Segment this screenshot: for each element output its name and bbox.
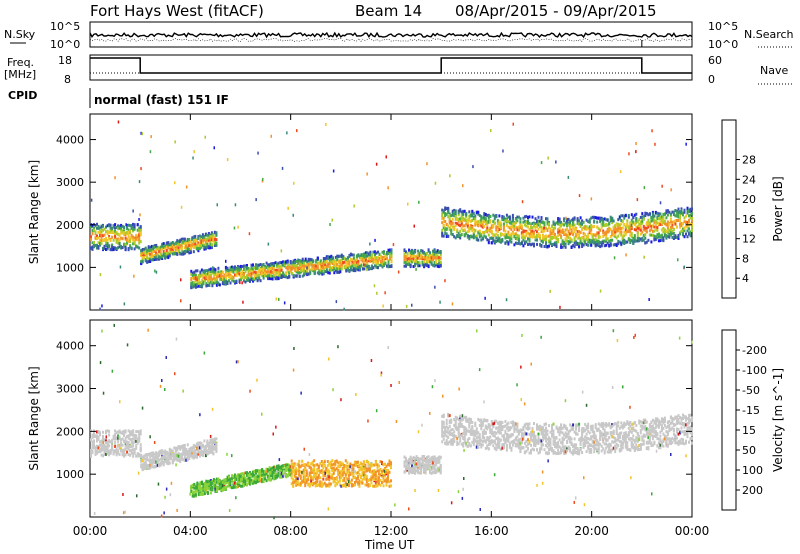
nsky-label: N.Sky xyxy=(4,28,36,41)
freq-unit-label: [MHz] xyxy=(4,68,36,81)
y-axis-title: Slant Range [km] xyxy=(27,366,41,470)
station-title: Fort Hays West (fitACF) xyxy=(90,2,264,20)
noise-panel-frame xyxy=(89,21,693,48)
plot-frame xyxy=(89,319,693,518)
noise-ytick-top: 10^5 xyxy=(50,20,80,33)
colorbar-tick-label: -50 xyxy=(742,384,760,397)
colorbar-tick-label: 200 xyxy=(742,484,763,497)
colorbar-tick-label: -100 xyxy=(742,364,767,377)
colorbar-tick-label: 24 xyxy=(742,173,756,186)
colorbar-tick-label: 28 xyxy=(742,154,756,167)
freq-panel-frame xyxy=(89,54,693,81)
x-tick-label: 12:00 xyxy=(374,524,409,538)
echo-pixels xyxy=(90,323,693,520)
date-range: 08/Apr/2015 - 09/Apr/2015 xyxy=(455,2,657,20)
x-axis-title: Time UT xyxy=(364,538,415,552)
noise-trace xyxy=(89,31,693,47)
colorbar-tick-label: 50 xyxy=(742,444,756,457)
velocity-colorbar: 200 100 50 15 -15 -50 -100 -200 Velocity [m s^-1… xyxy=(721,329,785,511)
x-tick-label: 04:00 xyxy=(173,524,208,538)
colorbar-title: Velocity [m s^-1] xyxy=(771,368,785,472)
echo-pixels xyxy=(90,120,693,311)
y-tick-label: 1000 xyxy=(56,468,84,481)
y-tick-label: 2000 xyxy=(56,425,84,438)
colorbar-tick-label: 15 xyxy=(742,424,756,437)
velocity-panel: 1000 2000 3000 4000 Slant Range [km] xyxy=(27,319,693,520)
colorbar-tick-label: 100 xyxy=(742,464,763,477)
x-tick-label: 00:00 xyxy=(73,524,108,538)
y-tick-label: 4000 xyxy=(56,134,84,147)
x-tick-label: 08:00 xyxy=(273,524,308,538)
colorbar-tick-label: 20 xyxy=(742,193,756,206)
y-tick-label: 3000 xyxy=(56,383,84,396)
freq-step-line xyxy=(90,57,692,74)
nave-label: Nave xyxy=(760,64,788,77)
nave-tick-top: 60 xyxy=(708,54,722,67)
freq-label: Freq. xyxy=(7,56,34,69)
y-tick-label: 2000 xyxy=(56,219,84,232)
colorbar-title: Power [dB] xyxy=(771,176,785,241)
y-axis-title: Slant Range [km] xyxy=(27,160,41,264)
nsearch-label: N.Search xyxy=(744,28,794,41)
y-tick-label: 1000 xyxy=(56,261,84,274)
colorbar-tick-label: 16 xyxy=(742,213,756,226)
x-tick-label: 20:00 xyxy=(574,524,609,538)
colorbar-tick-label: 12 xyxy=(742,233,756,246)
x-tick-label: 00:00 xyxy=(675,524,710,538)
nave-tick-bottom: 0 xyxy=(708,73,715,86)
colorbar-tick-label: 4 xyxy=(742,272,749,285)
x-tick-label: 16:00 xyxy=(474,524,509,538)
cpid-value: normal (fast) 151 IF xyxy=(94,93,229,107)
beam-label: Beam 14 xyxy=(355,2,422,20)
noise-ytick-bottom: 10^0 xyxy=(50,38,80,51)
power-colorbar: 4 8 12 16 20 24 28 Power [dB] xyxy=(721,119,785,299)
noise-rtick-top: 10^5 xyxy=(708,20,738,33)
y-tick-label: 3000 xyxy=(56,176,84,189)
freq-tick-top: 18 xyxy=(58,54,72,67)
time-axis: 00:00 04:00 08:00 12:00 16:00 20:00 00:00 xyxy=(73,524,710,538)
colorbar-tick-label: -200 xyxy=(742,344,767,357)
freq-tick-bottom: 8 xyxy=(64,73,71,86)
colorbar-tick-label: -15 xyxy=(742,404,760,417)
noise-rtick-bottom: 10^0 xyxy=(708,38,738,51)
colorbar-tick-label: 8 xyxy=(742,252,749,265)
y-tick-label: 4000 xyxy=(56,340,84,353)
cpid-label: CPID xyxy=(8,89,37,102)
power-panel: 1000 2000 3000 4000 Slant Range [km] xyxy=(27,113,693,311)
